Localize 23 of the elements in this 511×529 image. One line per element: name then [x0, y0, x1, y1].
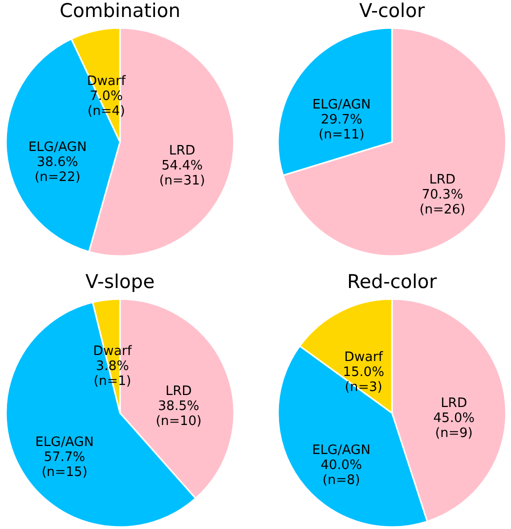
slice-label: LRD [165, 384, 192, 399]
data-label: 70.3% (n=26) [419, 187, 466, 218]
chart-title: Red-color [347, 271, 438, 293]
slice-label: LRD [440, 396, 468, 412]
data-label: 57.7% (n=15) [42, 450, 88, 480]
slice-label: ELG/AGN [312, 442, 370, 458]
data-label: 54.4% (n=31) [159, 158, 206, 189]
data-label: 38.6% (n=22) [34, 155, 80, 186]
slice-label: ELG/AGN [312, 98, 371, 113]
slice-label: Dwarf [93, 344, 132, 359]
data-label: 38.5% (n=10) [156, 398, 202, 429]
slice-label: LRD [429, 172, 456, 188]
data-label: 29.7% (n=11) [318, 112, 365, 143]
data-label: 40.0% (n=8) [320, 458, 362, 488]
chart-title: V-color [359, 0, 425, 22]
slice-label: Dwarf [344, 350, 384, 366]
slice-label: LRD [168, 144, 196, 159]
chart-title: Combination [60, 0, 180, 22]
slice-label: ELG/AGN [35, 435, 94, 450]
chart-title: V-slope [85, 271, 155, 293]
slice-label: ELG/AGN [28, 140, 87, 156]
data-label: 3.8% (n=1) [94, 358, 132, 389]
data-label: 45.0% (n=9) [433, 411, 475, 442]
